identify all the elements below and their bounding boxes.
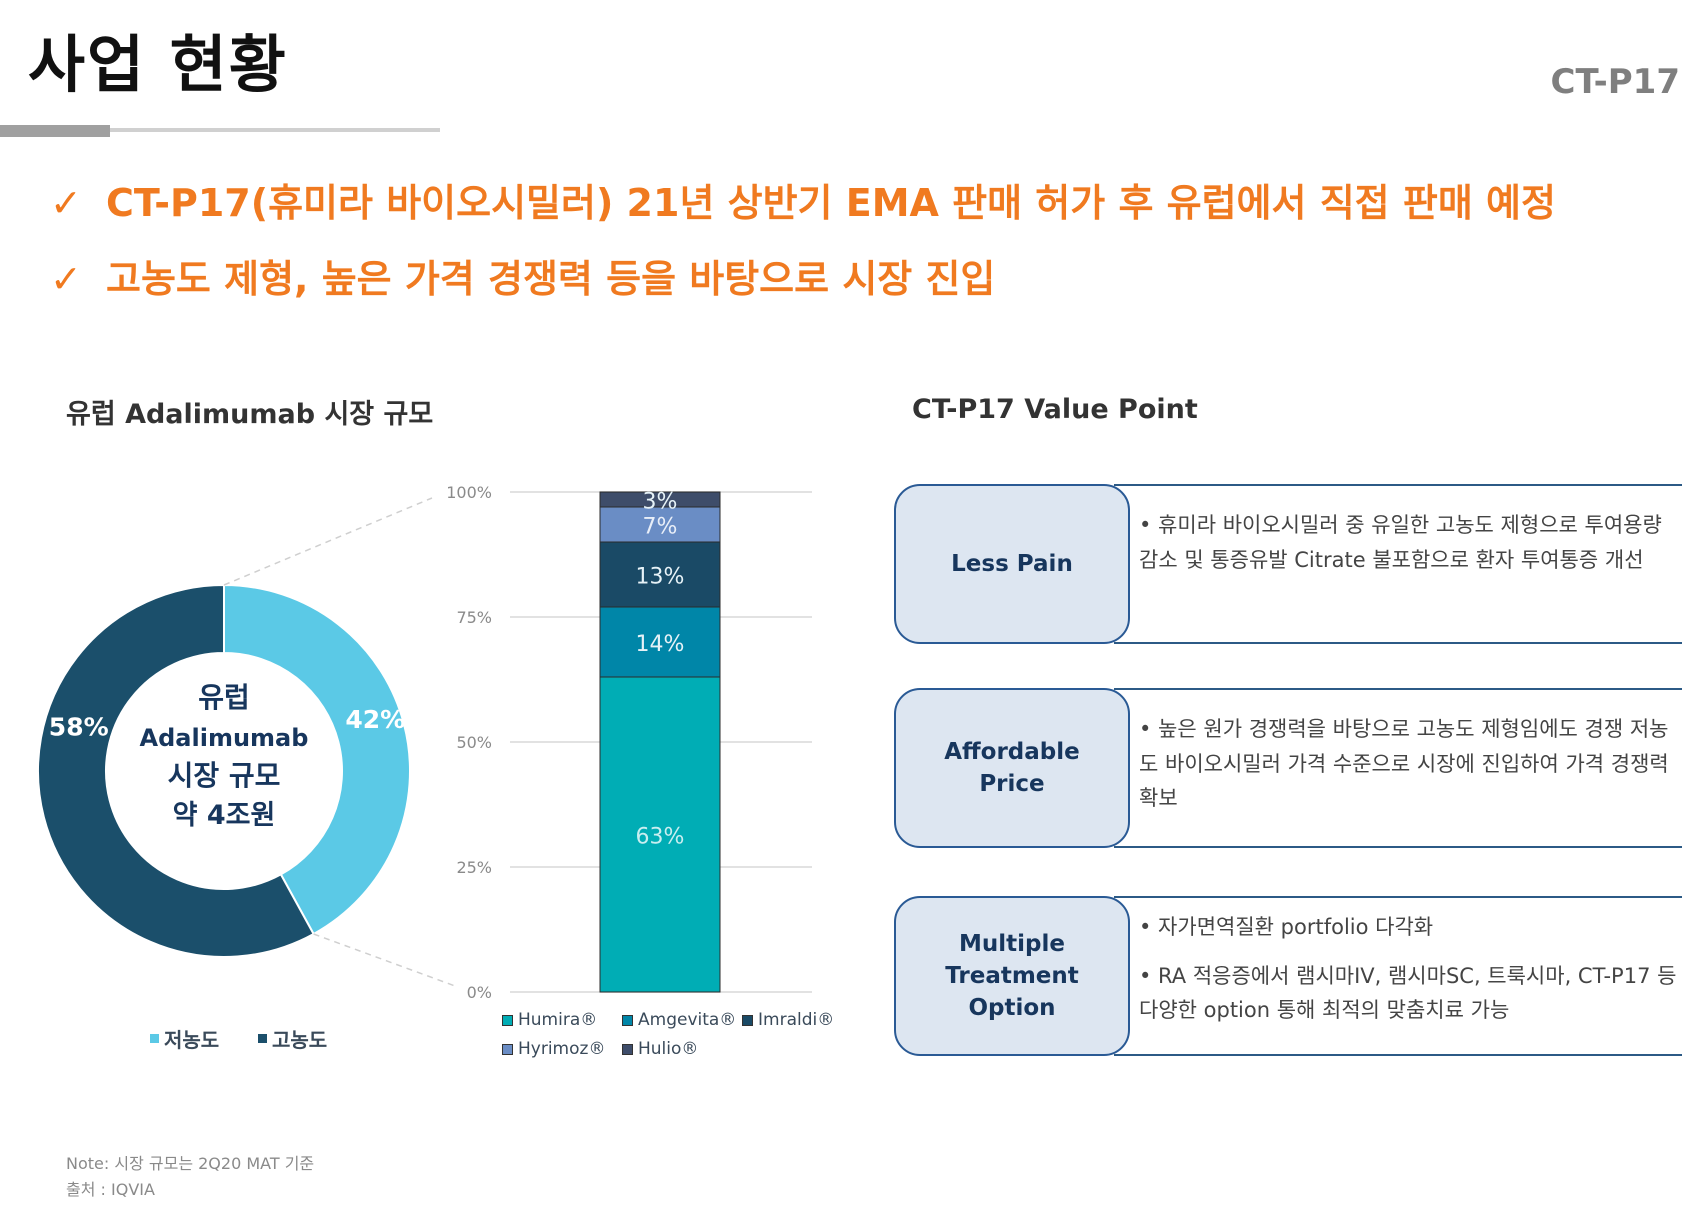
legend-item-humira: Humira® — [502, 1010, 597, 1030]
value-point-description: • 자가면역질환 portfolio 다각화 • RA 적응증에서 램시마IV,… — [1139, 910, 1679, 1034]
row-divider — [1114, 896, 1682, 898]
value-point-description: • 휴미라 바이오시밀러 중 유일한 고농도 제형으로 투여용량 감소 및 통증… — [1139, 508, 1679, 583]
value-point-affordable-price: Affordable Price • 높은 원가 경쟁력을 바탕으로 고농도 제… — [894, 688, 1682, 848]
checkmark-icon: ✓ — [50, 257, 82, 301]
legend-item-low: 저농도 — [150, 1024, 219, 1053]
footnote-note: Note: 시장 규모는 2Q20 MAT 기준 — [66, 1154, 315, 1173]
legend-item-hyrimoz: Hyrimoz® — [502, 1039, 605, 1059]
connector-line — [223, 497, 433, 586]
value-point-box: Multiple Treatment Option — [894, 896, 1130, 1056]
product-code: CT-P17 — [1550, 62, 1681, 102]
row-divider — [1114, 846, 1682, 848]
value-point-label: Multiple Treatment Option — [945, 930, 1079, 1022]
bar-segment-label: 13% — [636, 565, 685, 590]
bar-segment-label: 7% — [643, 515, 678, 540]
legend-swatch — [622, 1043, 633, 1055]
legend-swatch — [502, 1014, 513, 1026]
legend-item-imraldi: Imraldi® — [742, 1010, 834, 1030]
donut-center-label: Adalimumab — [140, 724, 309, 752]
connector-line — [313, 933, 456, 987]
legend-label: Imraldi® — [758, 1010, 835, 1030]
donut-slice-label: 58% — [49, 712, 109, 741]
legend-swatch — [258, 1034, 267, 1043]
bar-segment-label: 3% — [643, 490, 678, 515]
headline-bullet: ✓ 고농도 제형, 높은 가격 경쟁력 등을 바탕으로 시장 진입 — [50, 248, 995, 303]
row-divider — [1114, 484, 1682, 486]
legend-swatch — [622, 1014, 633, 1026]
legend-swatch — [502, 1043, 513, 1055]
bar-segment — [599, 506, 721, 543]
legend-label: Humira® — [518, 1010, 598, 1030]
bar-segment-label: 63% — [636, 825, 685, 850]
value-point-label: Affordable Price — [944, 738, 1080, 797]
headline-bullet: ✓ CT-P17(휴미라 바이오시밀러) 21년 상반기 EMA 판매 허가 후 … — [50, 172, 1556, 227]
page-title: 사업 현황 — [28, 28, 288, 101]
donut-slice — [223, 583, 411, 936]
legend-swatch — [150, 1034, 159, 1043]
row-divider — [1114, 642, 1682, 644]
y-tick-label: 75% — [456, 608, 492, 627]
y-tick-label: 100% — [446, 483, 492, 502]
donut-center-label: 시장 규모 — [168, 759, 281, 792]
checkmark-icon: ✓ — [50, 181, 82, 225]
description-line: • 자가면역질환 portfolio 다각화 — [1139, 915, 1434, 939]
value-point-description: • 높은 원가 경쟁력을 바탕으로 고농도 제형임에도 경쟁 저농도 바이오시밀… — [1139, 712, 1679, 822]
legend-label: Amgevita® — [638, 1010, 737, 1030]
y-tick-label: 25% — [456, 858, 492, 877]
row-divider — [1114, 1054, 1682, 1056]
legend-item-hulio: Hulio® — [622, 1039, 698, 1059]
description-line: • RA 적응증에서 램시마IV, 램시마SC, 트룩시마, CT-P17 등 … — [1139, 963, 1677, 1023]
bar-segment-label: 14% — [636, 632, 685, 657]
title-underline — [0, 128, 440, 132]
legend-label: 저농도 — [164, 1028, 220, 1052]
legend-item-amgevita: Amgevita® — [622, 1010, 736, 1030]
market-size-title: 유럽 Adalimumab 시장 규모 — [66, 399, 434, 430]
bar-segment — [599, 606, 721, 678]
description-line: • 휴미라 바이오시밀러 중 유일한 고농도 제형으로 투여용량 감소 및 통증… — [1139, 513, 1662, 572]
value-point-box: Less Pain — [894, 484, 1130, 644]
legend-label: Hulio® — [638, 1039, 699, 1059]
value-point-multiple-treatment: Multiple Treatment Option • 자가면역질환 portf… — [894, 896, 1682, 1056]
headline-text: CT-P17(휴미라 바이오시밀러) 21년 상반기 EMA 판매 허가 후 유… — [106, 181, 1556, 225]
value-point-label: Less Pain — [951, 550, 1073, 577]
legend-label: Hyrimoz® — [518, 1039, 606, 1059]
footnote-source: 출처 : IQVIA — [66, 1180, 155, 1199]
donut-center-label: 약 4조원 — [173, 800, 276, 831]
legend-swatch — [742, 1014, 753, 1026]
donut-slice-label: 42% — [345, 705, 405, 734]
value-point-box: Affordable Price — [894, 688, 1130, 848]
donut-slice — [37, 583, 315, 958]
legend-label: 고농도 — [272, 1028, 328, 1052]
value-point-less-pain: Less Pain • 휴미라 바이오시밀러 중 유일한 고농도 제형으로 투여… — [894, 484, 1682, 644]
bar-segment — [599, 676, 721, 993]
value-point-title: CT-P17 Value Point — [912, 394, 1198, 425]
bar-segment — [599, 491, 721, 508]
row-divider — [1114, 688, 1682, 690]
y-tick-label: 50% — [456, 733, 492, 752]
legend-item-high: 고농도 — [258, 1024, 327, 1053]
y-tick-label: 0% — [467, 983, 492, 1002]
bar-segment — [599, 541, 721, 608]
title-underline-accent — [0, 125, 110, 137]
description-line: • 높은 원가 경쟁력을 바탕으로 고농도 제형임에도 경쟁 저농도 바이오시밀… — [1139, 717, 1669, 811]
donut-center-label: 유럽 — [198, 681, 250, 714]
headline-text: 고농도 제형, 높은 가격 경쟁력 등을 바탕으로 시장 진입 — [106, 257, 996, 301]
